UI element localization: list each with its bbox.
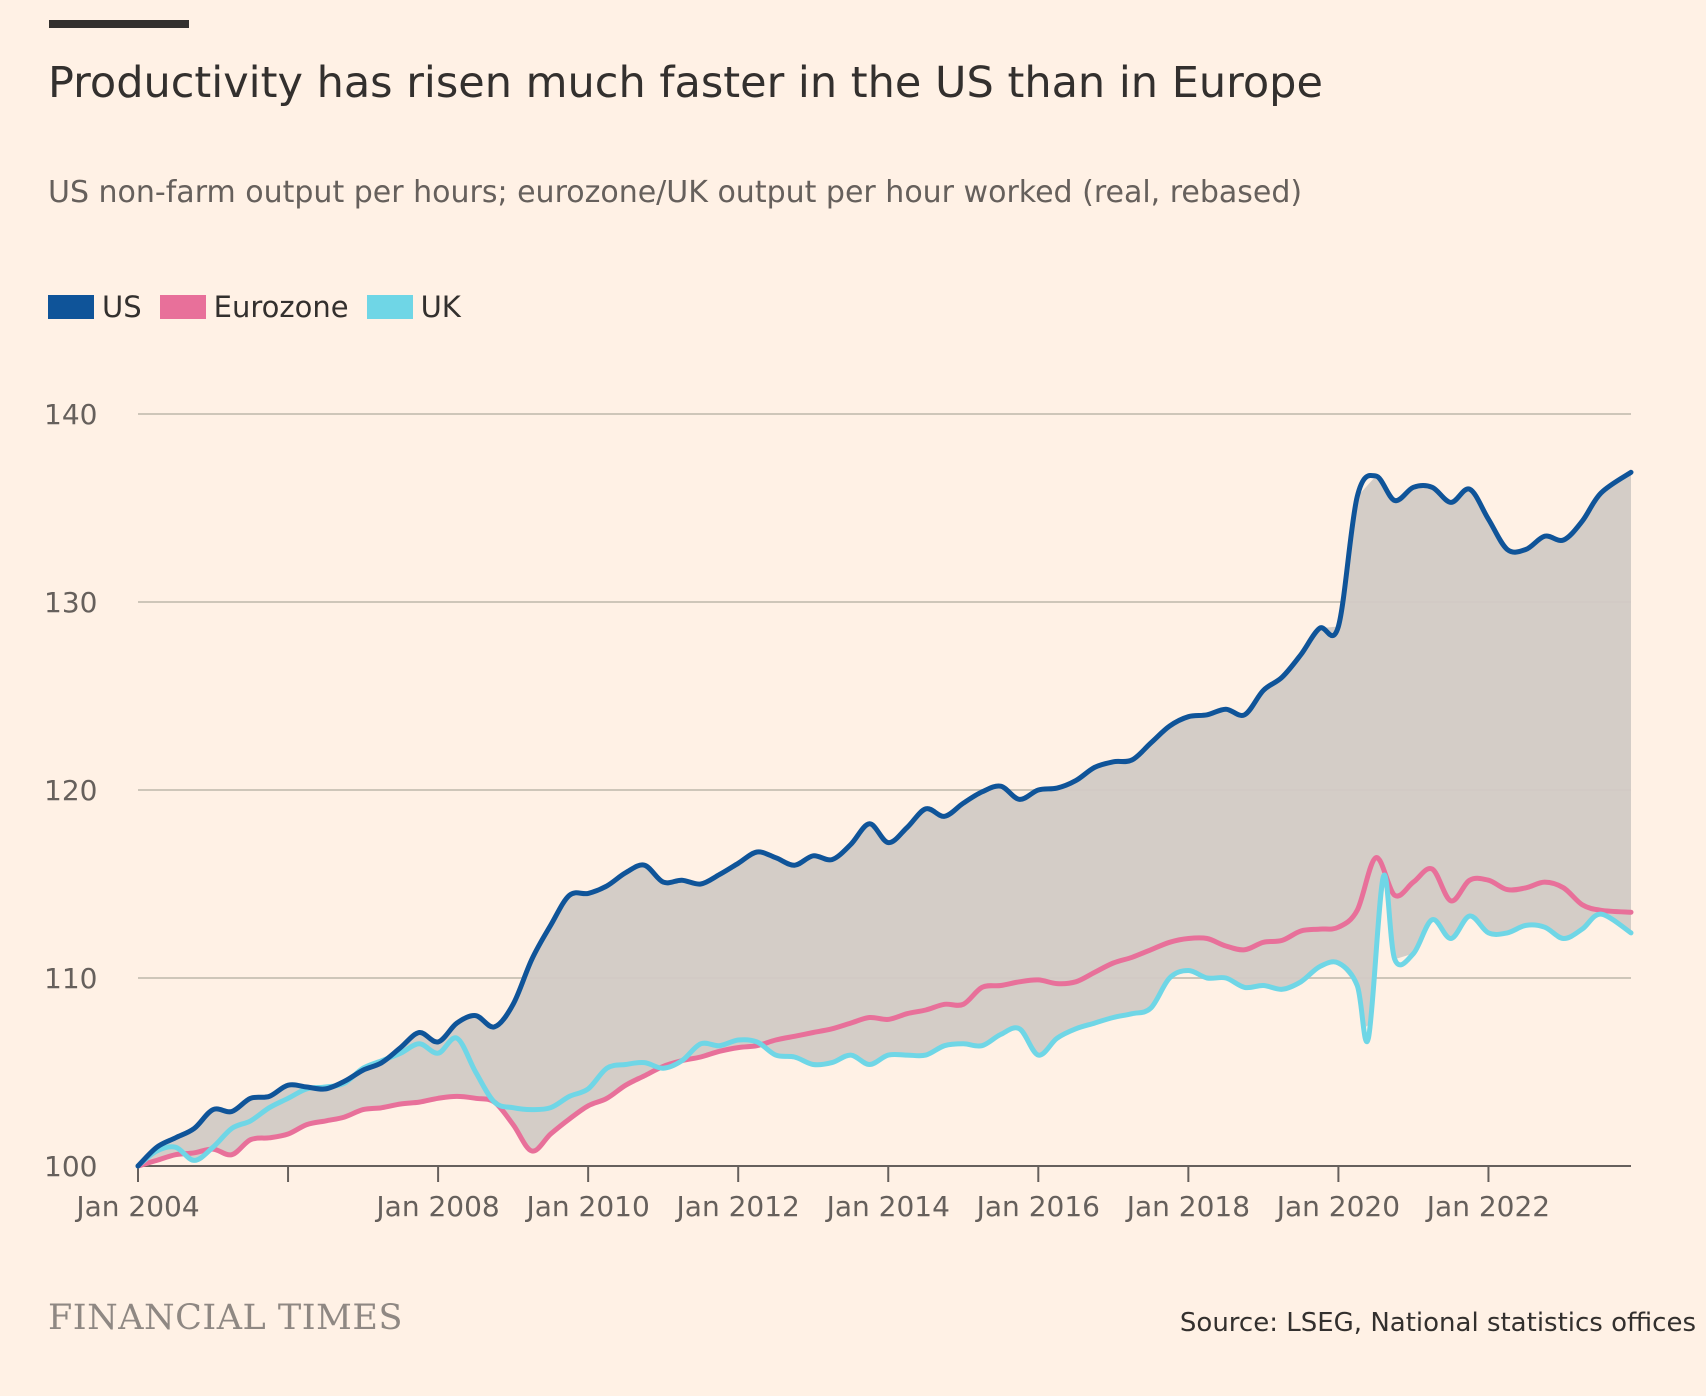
financial-times-logo: FINANCIAL TIMES: [48, 1298, 403, 1338]
x-tick-label-2020: Jan 2020: [1275, 1190, 1400, 1223]
legend-item-us: US: [48, 290, 142, 324]
legend-swatch-us: [48, 295, 94, 319]
x-tick-label-2010: Jan 2010: [524, 1190, 649, 1223]
legend-item-uk: UK: [366, 290, 461, 324]
x-tick-label-2012: Jan 2012: [675, 1190, 800, 1223]
legend-swatch-uk: [366, 295, 413, 319]
y-tick-label-130: 130: [44, 586, 97, 619]
source-note: Source: LSEG, National statistics office…: [1179, 1308, 1696, 1338]
y-tick-label-100: 100: [44, 1150, 97, 1183]
x-tick-label-2008: Jan 2008: [374, 1190, 499, 1223]
series-line-us: [135, 469, 1634, 1169]
chart-title: Productivity has risen much faster in th…: [48, 58, 1323, 108]
legend-label-eurozone: Eurozone: [213, 290, 349, 324]
series-line-eurozone: [135, 855, 1634, 1169]
gap-shading-area: [138, 472, 1631, 1166]
legend-swatch-eurozone: [159, 295, 206, 319]
x-tick-label-2016: Jan 2016: [975, 1190, 1100, 1223]
chart-legend: US Eurozone UK: [48, 290, 479, 324]
legend-item-eurozone: Eurozone: [159, 290, 349, 324]
legend-label-us: US: [102, 290, 142, 324]
x-tick-label-2022: Jan 2022: [1425, 1190, 1550, 1223]
legend-label-uk: UK: [420, 290, 461, 324]
x-tick-label-2018: Jan 2018: [1125, 1190, 1250, 1223]
chart-subtitle: US non-farm output per hours; eurozone/U…: [48, 175, 1303, 210]
y-tick-label-110: 110: [44, 962, 97, 995]
header-accent-bar: [49, 20, 189, 28]
x-tick-label-2014: Jan 2014: [825, 1190, 950, 1223]
x-tick-label-2004: Jan 2004: [74, 1190, 199, 1223]
y-tick-label-120: 120: [44, 774, 97, 807]
y-tick-label-140: 140: [44, 398, 97, 431]
